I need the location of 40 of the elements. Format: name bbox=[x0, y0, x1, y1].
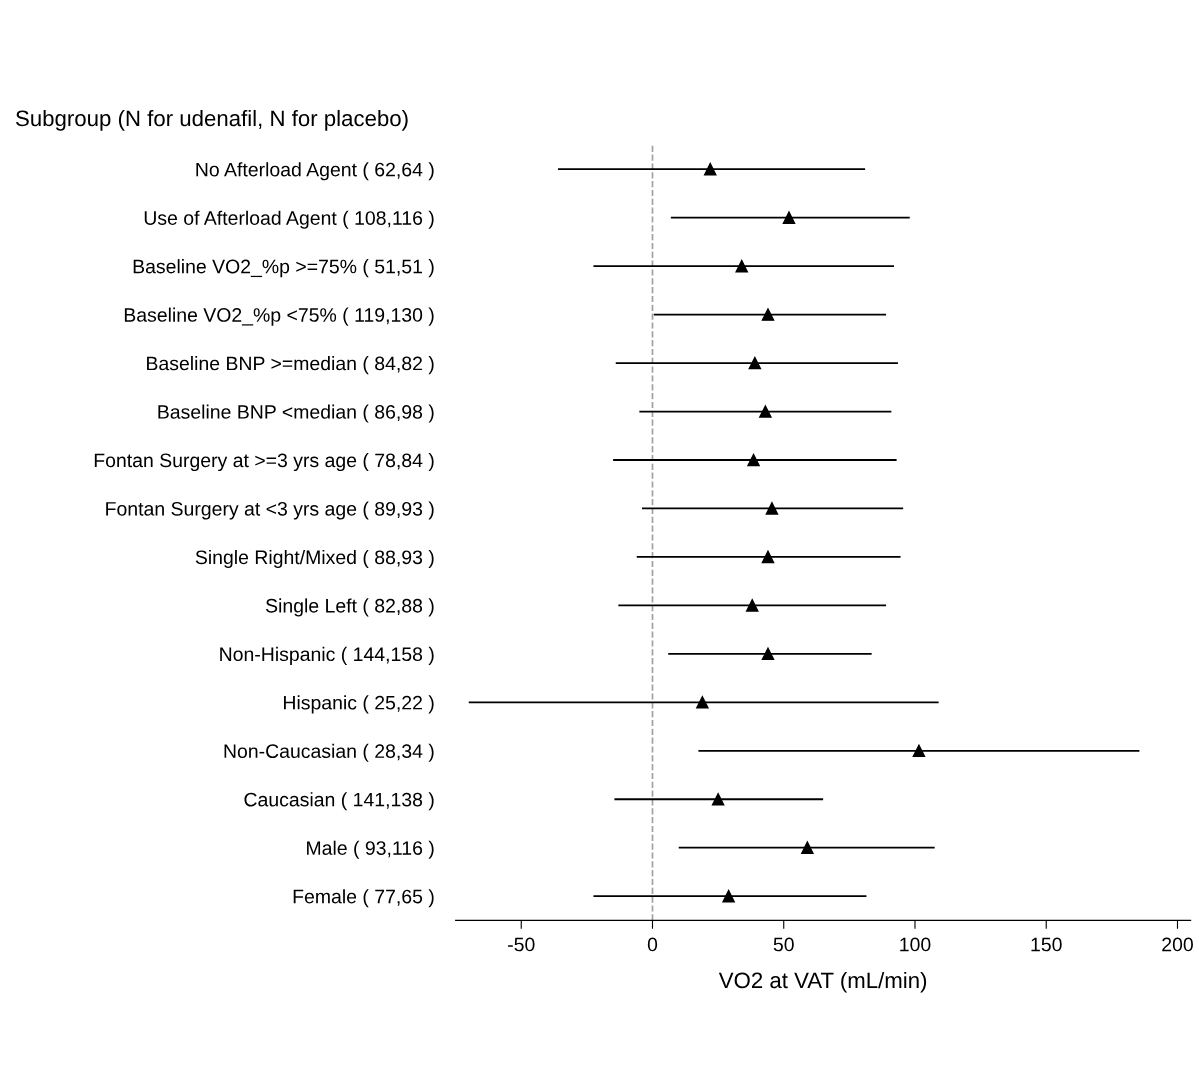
y-tick-label: Caucasian ( 141,138 ) bbox=[244, 792, 434, 811]
point bbox=[735, 259, 748, 273]
y-tick-label: Non-Caucasian ( 28,34 ) bbox=[224, 743, 434, 762]
x-tick-label: 0 bbox=[647, 937, 658, 952]
x-tick-label: -50 bbox=[508, 937, 535, 952]
point bbox=[722, 889, 735, 903]
y-tick-label: Fontan Surgery at <3 yrs age ( 89,93 ) bbox=[106, 501, 434, 520]
y-tick-label: Baseline BNP <median ( 86,98 ) bbox=[158, 404, 434, 423]
y-tick-label: Baseline VO2_%p >=75% ( 51,51 ) bbox=[133, 259, 434, 278]
y-tick-label: Baseline VO2_%p <75% ( 119,130 ) bbox=[124, 307, 434, 326]
y-tick-label: Female ( 77,65 ) bbox=[293, 889, 434, 908]
point bbox=[696, 696, 709, 709]
point bbox=[759, 405, 772, 418]
point bbox=[782, 211, 796, 224]
y-tick-label: Non-Hispanic ( 144,158 ) bbox=[220, 646, 434, 665]
point bbox=[801, 841, 814, 854]
point bbox=[761, 550, 775, 564]
point bbox=[711, 793, 725, 806]
point bbox=[761, 308, 775, 321]
text: Subgroup (N for udenafil, N for placebo) bbox=[16, 109, 408, 131]
x-tick-label: 150 bbox=[1031, 937, 1062, 952]
point bbox=[703, 162, 717, 176]
y-tick-label: Use of Afterload Agent ( 108,116 ) bbox=[144, 210, 434, 229]
y-tick-label: Fontan Surgery at >=3 yrs age ( 78,84 ) bbox=[94, 452, 434, 472]
y-tick-label: Single Right/Mixed ( 88,93 ) bbox=[195, 549, 434, 569]
y-tick-label: Hispanic ( 25,22 ) bbox=[284, 695, 434, 714]
x-tick-label: 50 bbox=[773, 937, 794, 952]
point bbox=[745, 599, 759, 612]
point bbox=[747, 453, 760, 467]
x-tick-label: 200 bbox=[1162, 937, 1193, 952]
y-tick-label: Male ( 93,116 ) bbox=[307, 840, 434, 859]
point bbox=[765, 502, 779, 515]
y-tick-label: Baseline BNP >=median ( 84,82 ) bbox=[147, 356, 434, 375]
point bbox=[761, 647, 775, 661]
point bbox=[912, 744, 926, 758]
x-tick-label: 100 bbox=[900, 937, 931, 952]
point bbox=[748, 356, 762, 370]
y-tick-label: Single Left ( 82,88 ) bbox=[265, 598, 434, 617]
x-axis-title: VO2 at VAT (mL/min) bbox=[718, 971, 927, 993]
y-tick-label: No Afterload Agent ( 62,64 ) bbox=[196, 162, 434, 181]
